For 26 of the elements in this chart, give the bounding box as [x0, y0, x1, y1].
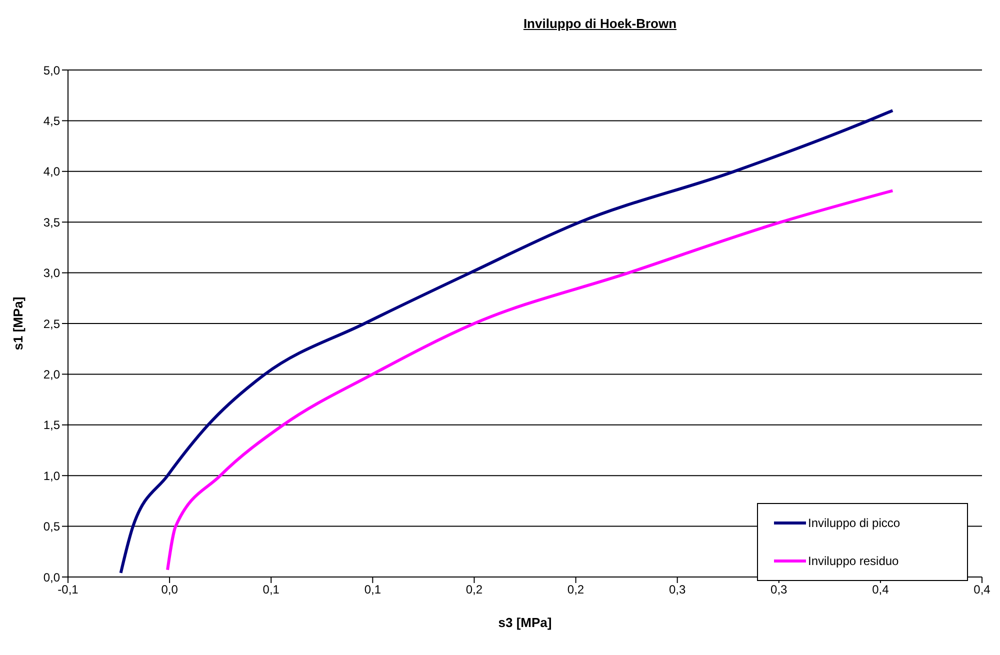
x-tick-label: 0,0	[161, 582, 178, 597]
x-tick-label: 0,3	[668, 582, 686, 597]
x-tick-label: 0,4	[974, 582, 991, 597]
y-tick-label: 0,5	[43, 520, 60, 534]
y-tick-label: 2,5	[43, 316, 60, 331]
x-tick-label: 0,2	[466, 582, 483, 597]
y-tick-label: 4,0	[43, 164, 60, 179]
y-tick-label: 4,5	[43, 114, 60, 128]
x-tick-label: -0,1	[58, 582, 79, 597]
y-tick-label: 3,0	[43, 266, 60, 280]
chart-title: Inviluppo di Hoek-Brown	[522, 15, 678, 33]
y-tick-label: 1,0	[43, 468, 60, 483]
x-tick-label: 0,3	[770, 582, 788, 597]
legend-label: Inviluppo di picco	[808, 516, 900, 530]
x-tick-label: 0,4	[872, 582, 890, 597]
y-tick-label: 3,5	[43, 215, 60, 230]
x-tick-label: 0,1	[262, 582, 280, 597]
x-tick-label: 0,1	[364, 582, 382, 597]
legend-label: Inviluppo residuo	[808, 554, 899, 568]
y-tick-label: 2,0	[43, 367, 60, 382]
x-tick-label: 0,2	[567, 582, 584, 597]
y-tick-label: 5,0	[43, 63, 60, 78]
x-axis-title: s3 [MPa]	[498, 615, 552, 630]
y-tick-label: 0,0	[43, 570, 60, 584]
y-axis-title: s1 [MPa]	[10, 296, 26, 350]
y-tick-label: 1,5	[43, 418, 60, 432]
